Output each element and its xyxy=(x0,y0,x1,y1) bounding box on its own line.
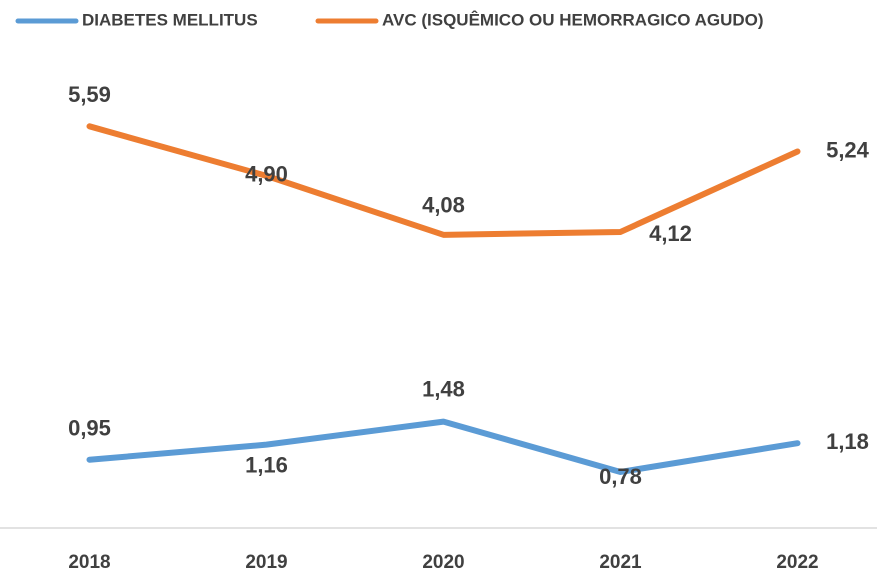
series-line xyxy=(86,123,801,238)
data-label: 4,90 xyxy=(245,162,288,187)
x-tick-label: 2018 xyxy=(68,552,110,573)
x-tick-label: 2020 xyxy=(422,552,464,573)
data-label: 1,16 xyxy=(245,452,288,477)
x-tick-label: 2022 xyxy=(776,552,818,573)
legend-label: AVC (ISQUÊMICO OU HEMORRAGICO AGUDO) xyxy=(382,10,764,29)
x-tick-label: 2021 xyxy=(599,552,642,573)
legend-label: DIABETES MELLITUS xyxy=(82,10,258,29)
data-label: 4,12 xyxy=(649,221,692,246)
data-label: 4,08 xyxy=(422,193,465,218)
data-label: 0,95 xyxy=(68,416,111,441)
data-label: 1,18 xyxy=(826,429,869,454)
data-label: 0,78 xyxy=(599,464,642,489)
series-line xyxy=(86,418,801,475)
data-label: 1,48 xyxy=(422,376,465,401)
x-tick-label: 2019 xyxy=(245,552,287,573)
data-label: 5,59 xyxy=(68,82,111,107)
data-label: 5,24 xyxy=(826,137,870,162)
